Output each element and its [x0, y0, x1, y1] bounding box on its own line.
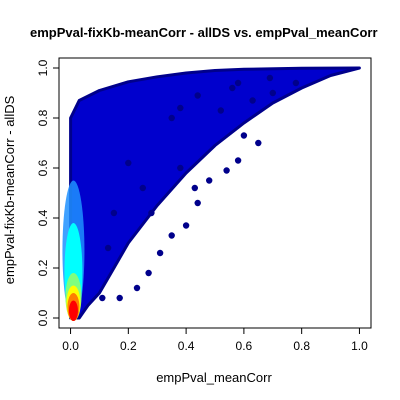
data-point — [177, 164, 184, 172]
y-tick-label: 0.4 — [36, 209, 50, 226]
data-point — [139, 184, 146, 192]
data-point — [99, 294, 106, 302]
data-point — [229, 84, 236, 92]
data-point — [104, 244, 112, 252]
data-point — [191, 184, 198, 192]
data-point — [133, 284, 141, 292]
data-point — [145, 269, 152, 277]
data-point — [234, 157, 242, 164]
x-tick-label: 0.0 — [62, 339, 79, 353]
data-point — [125, 159, 132, 167]
data-point — [182, 222, 190, 229]
data-point — [168, 114, 175, 122]
data-point — [194, 199, 201, 207]
data-point — [168, 232, 175, 239]
data-point — [116, 294, 123, 302]
data-point — [148, 209, 155, 217]
density-cloud — [62, 66, 361, 321]
chart-title: empPval-fixKb-meanCorr - allDS vs. empPv… — [30, 25, 378, 40]
y-tick-label: 1.0 — [36, 59, 50, 76]
data-point — [240, 132, 248, 139]
data-point — [269, 89, 276, 97]
data-point — [177, 104, 184, 112]
x-tick-label: 0.4 — [178, 339, 195, 353]
data-point — [217, 107, 224, 114]
data-point — [249, 97, 256, 104]
data-point — [266, 74, 274, 82]
data-point — [292, 79, 300, 87]
data-point — [194, 92, 201, 99]
y-tick-label: 0.2 — [36, 259, 50, 276]
axes: 0.0 0.2 0.4 0.6 0.8 1.0 0.0 0.2 0.4 0.6 0.8 1.0 — [36, 59, 368, 353]
density-band — [68, 300, 78, 321]
x-axis-label: empPval_meanCorr — [156, 370, 272, 385]
x-tick-label: 0.8 — [293, 339, 310, 353]
outlier-points — [99, 74, 300, 302]
y-tick-label: 0.6 — [36, 159, 50, 176]
data-point — [110, 209, 118, 217]
x-tick-label: 1.0 — [351, 339, 368, 353]
y-tick-label: 0.8 — [36, 109, 50, 126]
x-tick-label: 0.2 — [120, 339, 137, 353]
data-point — [255, 139, 262, 147]
data-point — [223, 167, 230, 174]
y-tick-label: 0.0 — [36, 309, 50, 326]
data-point — [156, 249, 164, 257]
data-point — [234, 79, 242, 87]
x-tick-label: 0.6 — [236, 339, 253, 353]
density-cloud-body — [69, 66, 361, 320]
data-point — [206, 177, 213, 184]
y-axis-label: empPval-fixKb-meanCorr - allDS — [2, 95, 17, 284]
